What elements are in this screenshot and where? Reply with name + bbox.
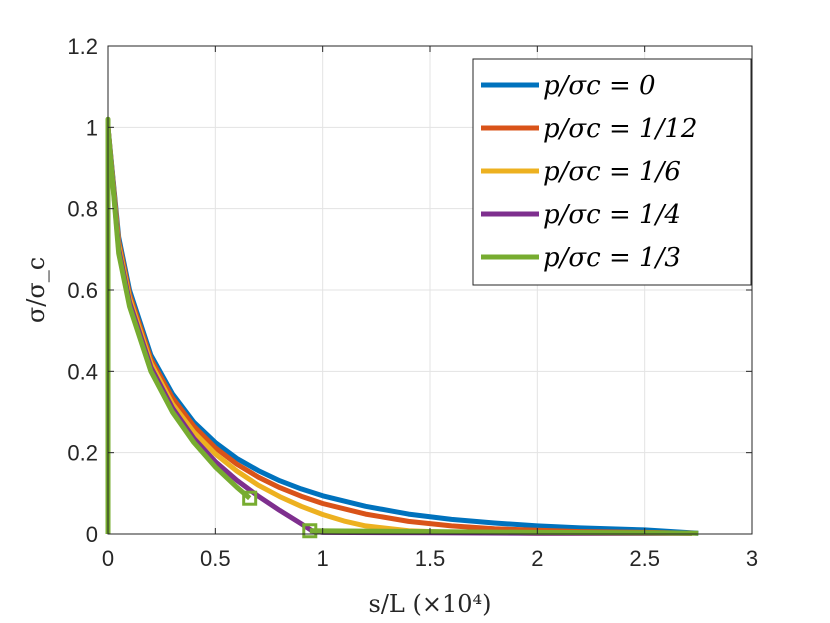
x-tick-label: 0 bbox=[102, 546, 114, 571]
y-tick-label: 1 bbox=[86, 115, 98, 140]
series-line bbox=[309, 528, 699, 536]
ticks: 0 0.5 1 1.5 2 2.5 3 0 0.2 0.4 0.6 0.8 1 1.2 bbox=[67, 34, 758, 571]
legend-label: p/σc = 1/12 bbox=[543, 114, 697, 144]
series-layer bbox=[105, 116, 699, 539]
x-axis-label: s/L (×10⁴) bbox=[369, 590, 492, 618]
legend: p/σc = 0 p/σc = 1/12 p/σc = 1/6 p/σc = 1/4 p… bbox=[472, 58, 752, 286]
series-marker bbox=[242, 490, 258, 506]
y-tick-label: 0.8 bbox=[67, 197, 98, 222]
x-tick-label: 2 bbox=[531, 546, 543, 571]
x-tick-label: 1 bbox=[317, 546, 329, 571]
x-tick-label: 0.5 bbox=[200, 546, 231, 571]
x-tick-label: 3 bbox=[746, 546, 758, 571]
legend-label: p/σc = 1/4 bbox=[543, 200, 681, 230]
y-axis-label: σ/σ_c bbox=[22, 257, 50, 323]
y-tick-label: 0 bbox=[86, 522, 98, 547]
legend-label: p/σc = 1/6 bbox=[543, 157, 681, 187]
legend-label: p/σc = 1/3 bbox=[543, 243, 681, 273]
legend-label: p/σc = 0 bbox=[543, 71, 656, 101]
y-tick-label: 0.4 bbox=[67, 359, 98, 384]
x-tick-label: 2.5 bbox=[629, 546, 660, 571]
x-tick-label: 1.5 bbox=[415, 546, 446, 571]
y-tick-label: 0.6 bbox=[67, 278, 98, 303]
y-tick-label: 0.2 bbox=[67, 441, 98, 466]
series-marker bbox=[302, 523, 318, 539]
y-tick-label: 1.2 bbox=[67, 34, 98, 59]
